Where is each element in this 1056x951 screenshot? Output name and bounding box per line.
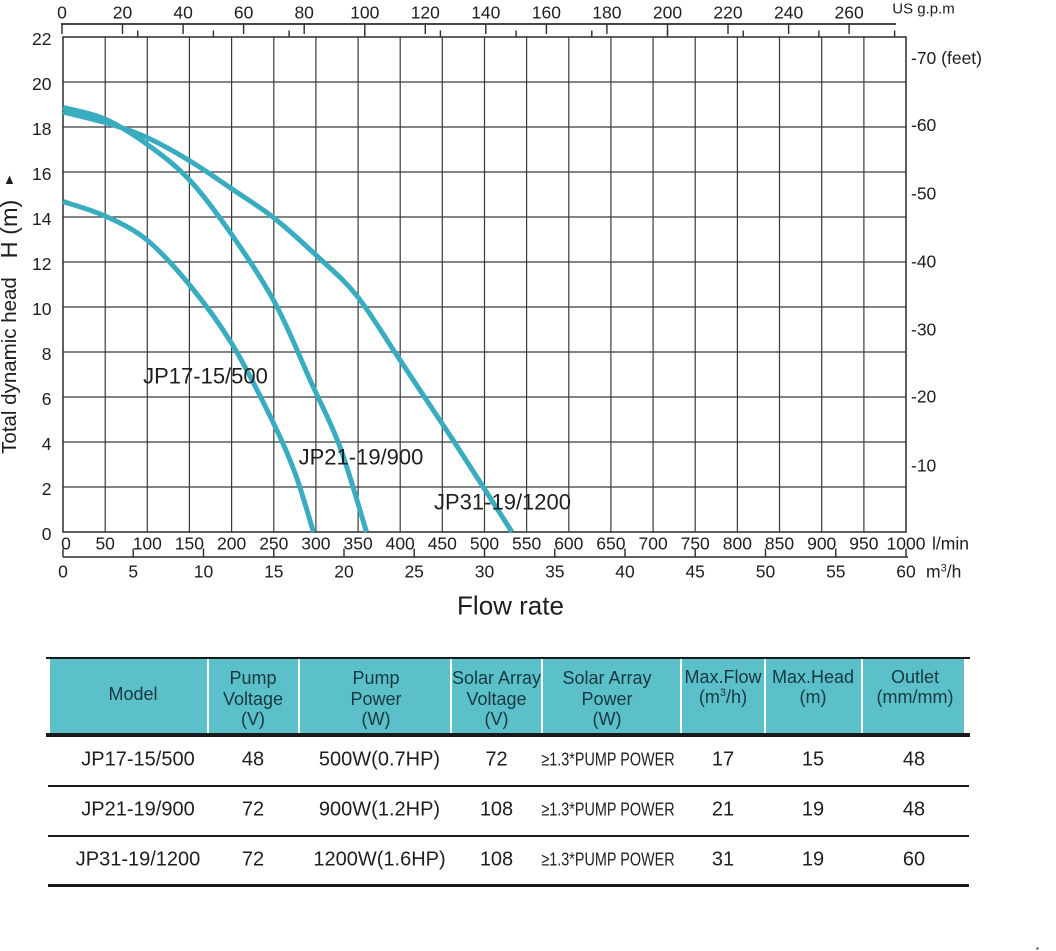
svg-text:12: 12 [32, 254, 51, 274]
svg-text:600: 600 [554, 534, 583, 554]
svg-text:700: 700 [638, 534, 667, 554]
svg-text:950: 950 [849, 534, 878, 554]
svg-text:250: 250 [259, 534, 288, 554]
svg-text:-40: -40 [911, 252, 937, 272]
svg-text:-30: -30 [911, 320, 937, 340]
svg-text:35: 35 [545, 562, 564, 582]
svg-text:22: 22 [32, 29, 51, 49]
svg-text:100: 100 [133, 534, 162, 554]
svg-text:Total dynamic head: Total dynamic head [0, 277, 21, 454]
svg-text:1000: 1000 [887, 534, 926, 554]
svg-text:150: 150 [175, 534, 204, 554]
svg-text:400: 400 [386, 534, 415, 554]
svg-text:6: 6 [42, 389, 52, 409]
svg-text:200: 200 [653, 3, 682, 23]
svg-text:60: 60 [896, 562, 916, 582]
svg-text:20: 20 [334, 562, 354, 582]
svg-text:-70 (feet): -70 (feet) [911, 48, 982, 68]
svg-text:50: 50 [756, 562, 776, 582]
svg-text:50: 50 [95, 534, 115, 554]
svg-text:260: 260 [834, 3, 863, 23]
svg-text:5: 5 [128, 562, 138, 582]
svg-text:350: 350 [343, 534, 372, 554]
svg-text:160: 160 [532, 3, 561, 23]
svg-text:40: 40 [173, 3, 193, 23]
svg-text:45: 45 [685, 562, 704, 582]
svg-text:-20: -20 [911, 387, 937, 407]
svg-text:800: 800 [723, 534, 752, 554]
svg-text:140: 140 [471, 3, 500, 23]
svg-text:-10: -10 [911, 456, 937, 476]
svg-text:0: 0 [57, 3, 67, 23]
svg-text:10: 10 [32, 299, 52, 319]
svg-text:30: 30 [475, 562, 495, 582]
svg-text:m3/h: m3/h [926, 562, 961, 582]
svg-text:10: 10 [194, 562, 214, 582]
svg-text:JP17-15/500: JP17-15/500 [143, 364, 268, 389]
svg-text:500: 500 [470, 534, 499, 554]
svg-text:60: 60 [234, 3, 254, 23]
svg-text:0: 0 [58, 562, 68, 582]
svg-text:0: 0 [42, 524, 52, 544]
svg-text:650: 650 [596, 534, 625, 554]
svg-text:18: 18 [32, 119, 51, 139]
svg-text:H (m): H (m) [0, 200, 22, 259]
svg-text:20: 20 [113, 3, 133, 23]
svg-text:0: 0 [61, 534, 71, 554]
svg-text:100: 100 [350, 3, 379, 23]
svg-text:220: 220 [713, 3, 742, 23]
svg-text:25: 25 [404, 562, 423, 582]
svg-text:750: 750 [681, 534, 710, 554]
svg-text:JP31-19/1200: JP31-19/1200 [434, 490, 571, 515]
svg-text:300: 300 [301, 534, 330, 554]
svg-text:16: 16 [32, 164, 51, 184]
svg-text:900: 900 [807, 534, 836, 554]
svg-text:20: 20 [32, 74, 52, 94]
svg-text:Flow rate: Flow rate [457, 591, 564, 621]
svg-text:15: 15 [264, 562, 283, 582]
svg-text:JP21-19/900: JP21-19/900 [299, 445, 424, 470]
svg-text:55: 55 [826, 562, 845, 582]
svg-text:450: 450 [428, 534, 457, 554]
svg-text:550: 550 [512, 534, 541, 554]
svg-text:-60: -60 [911, 115, 937, 135]
svg-text:l/min: l/min [932, 534, 969, 554]
svg-text:850: 850 [765, 534, 794, 554]
svg-text:40: 40 [615, 562, 635, 582]
svg-text:US g.p.m: US g.p.m [892, 1, 955, 18]
svg-text:80: 80 [294, 3, 314, 23]
svg-text:120: 120 [411, 3, 440, 23]
svg-text:180: 180 [592, 3, 621, 23]
svg-text:-50: -50 [911, 184, 937, 204]
svg-text:200: 200 [217, 534, 246, 554]
svg-text:8: 8 [42, 344, 52, 364]
svg-text:4: 4 [42, 434, 52, 454]
svg-text:14: 14 [32, 209, 52, 229]
svg-text:2: 2 [42, 479, 52, 499]
svg-text:240: 240 [774, 3, 803, 23]
